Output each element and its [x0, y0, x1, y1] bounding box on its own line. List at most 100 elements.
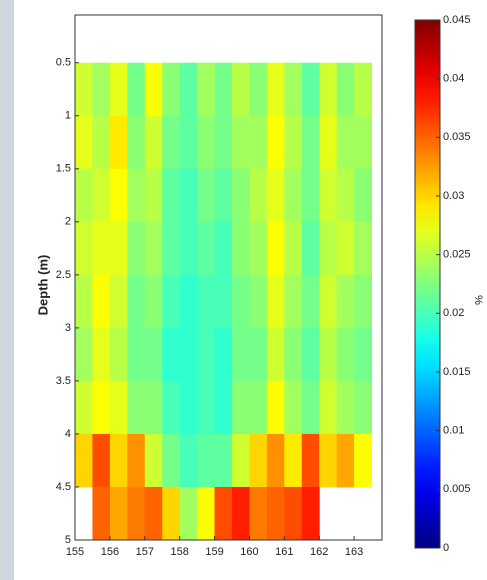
x-tick-label: 156 — [101, 546, 119, 558]
colorbar-tick-label: 0.035 — [443, 131, 471, 143]
heatmap-cell — [354, 168, 373, 223]
heatmap-cell — [319, 168, 338, 223]
heatmap-cell — [336, 433, 355, 488]
heatmap-cell — [92, 62, 111, 117]
plot-frame — [74, 14, 383, 541]
heatmap-cell — [75, 433, 93, 488]
x-tick-label: 161 — [275, 546, 293, 558]
heatmap-cell — [301, 327, 320, 382]
heatmap-cell — [92, 327, 111, 382]
x-tick-label: 155 — [66, 546, 84, 558]
heatmap-cell — [354, 433, 373, 488]
heatmap-cell — [249, 274, 268, 329]
x-tick-label: 160 — [240, 546, 258, 558]
heatmap-cell — [214, 221, 233, 276]
heatmap-cell — [92, 380, 111, 435]
heatmap-cell — [214, 486, 233, 541]
colorbar-tick-label: 0.04 — [443, 73, 464, 85]
heatmap-cell — [336, 274, 355, 329]
heatmap-cell — [127, 327, 146, 382]
heatmap-cell — [144, 62, 163, 117]
heatmap-cell — [301, 221, 320, 276]
colorbar-tick-label: 0.03 — [443, 190, 464, 202]
heatmap-cell — [109, 327, 128, 382]
heatmap-cell — [127, 433, 146, 488]
heatmap-cell — [319, 433, 338, 488]
heatmap-cell — [179, 221, 198, 276]
heatmap-cell — [109, 433, 128, 488]
heatmap-cell — [179, 380, 198, 435]
heatmap-cell — [319, 221, 338, 276]
heatmap-cell — [127, 62, 146, 117]
heatmap-cell — [266, 221, 285, 276]
heatmap-cell — [284, 115, 303, 170]
heatmap-cell — [179, 274, 198, 329]
heatmap-cell — [354, 327, 373, 382]
x-tick-label: 158 — [170, 546, 188, 558]
heatmap-cell — [144, 380, 163, 435]
colorbar-tick-label: 0.01 — [443, 425, 464, 437]
heatmap-cell — [354, 115, 373, 170]
heatmap-cell — [162, 274, 181, 329]
x-tick-label: 163 — [345, 546, 363, 558]
heatmap-cell — [266, 274, 285, 329]
heatmap-cell — [144, 168, 163, 223]
heatmap-cell — [214, 115, 233, 170]
heatmap-cell — [197, 380, 216, 435]
heatmap-cell — [336, 327, 355, 382]
y-tick-label: 2 — [65, 216, 71, 228]
heatmap-cell — [75, 221, 93, 276]
heatmap-cell — [336, 168, 355, 223]
heatmap-cell — [266, 62, 285, 117]
y-tick-label: 1.5 — [56, 163, 71, 175]
heatmap-cell — [249, 433, 268, 488]
heatmap-cell — [92, 221, 111, 276]
heatmap-cell — [75, 115, 93, 170]
colorbar — [414, 19, 441, 549]
y-tick-label: 0.5 — [56, 57, 71, 69]
heatmap-cell — [266, 327, 285, 382]
heatmap-cell — [214, 274, 233, 329]
heatmap-cell — [109, 274, 128, 329]
heatmap-cell — [179, 62, 198, 117]
colorbar-tick-label: 0 — [443, 542, 449, 554]
heatmap-cell — [336, 380, 355, 435]
colorbar-tick-label: 0.015 — [443, 366, 471, 378]
heatmap-cell — [214, 168, 233, 223]
heatmap-cell — [162, 62, 181, 117]
heatmap-cell — [109, 486, 128, 541]
heatmap-cell — [301, 433, 320, 488]
heatmap-cell — [109, 115, 128, 170]
y-tick-label: 4.5 — [56, 481, 71, 493]
heatmap-cell — [266, 168, 285, 223]
y-tick-label: 4 — [65, 428, 71, 440]
heatmap-cell — [214, 433, 233, 488]
heatmap-cell — [266, 380, 285, 435]
heatmap-cell — [231, 486, 250, 541]
heatmap-cell — [249, 221, 268, 276]
heatmap-cell — [75, 327, 93, 382]
x-tick-label: 157 — [136, 546, 154, 558]
heatmap-cell — [301, 380, 320, 435]
y-tick-label: 1 — [65, 110, 71, 122]
heatmap-cell — [319, 327, 338, 382]
colorbar-tick-label: 0.045 — [443, 14, 471, 26]
y-tick-label: 5 — [65, 534, 71, 546]
heatmap-cell — [162, 327, 181, 382]
heatmap-cell — [197, 327, 216, 382]
heatmap-cell — [109, 168, 128, 223]
heatmap-cell — [284, 221, 303, 276]
heatmap-cell — [231, 62, 250, 117]
heatmap-cell — [179, 433, 198, 488]
heatmap-cell — [75, 274, 93, 329]
heatmap-cell — [162, 221, 181, 276]
heatmap-cell — [249, 380, 268, 435]
heatmap-cell — [214, 327, 233, 382]
heatmap-cell — [214, 62, 233, 117]
colorbar-tick-label: 0.025 — [443, 249, 471, 261]
heatmap-cell — [336, 62, 355, 117]
heatmap-cell — [301, 168, 320, 223]
heatmap-cell — [214, 380, 233, 435]
heatmap-cell — [231, 168, 250, 223]
heatmap-cell — [301, 115, 320, 170]
